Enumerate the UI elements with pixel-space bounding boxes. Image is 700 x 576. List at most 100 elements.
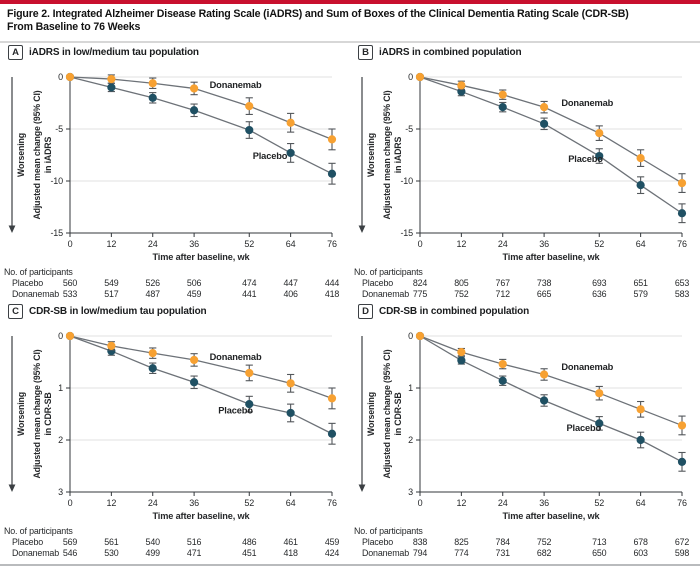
worsening-arrowhead [358,225,366,233]
x-tick-label: 52 [244,498,254,508]
bottom-rule [0,564,700,566]
y-tick-label: -5 [405,124,413,134]
data-point-donanemab [595,129,604,138]
y-axis-title-line1: Adjusted mean change (95% CI) [382,349,392,478]
panel-a-title: iADRS in low/medium tau population [29,46,199,58]
participants-value: 838 [413,537,428,547]
participants-value: 533 [63,289,78,299]
data-point-donanemab [457,81,466,90]
participants-row-label: Donanemab [362,289,409,299]
worsening-arrowhead [8,225,16,233]
series-label-donanemab: Donanemab [561,98,613,108]
x-tick-label: 76 [677,498,687,508]
panel-b: B iADRS in combined population 0 -5 -10 -15… [352,44,698,301]
figure-title-line1: Figure 2. Integrated Alzheimer Disease R… [7,8,629,20]
participants-value: 451 [242,548,257,558]
series-label-placebo: Placebo [218,405,253,415]
panel-a-letter: A [8,44,23,60]
data-point-donanemab [190,84,199,93]
data-point-placebo [540,396,549,405]
x-tick-label: 36 [539,498,549,508]
data-point-donanemab [327,135,337,144]
data-point-donanemab [636,405,645,414]
series-label-donanemab: Donanemab [210,80,262,90]
worsening-label: Worsening [16,133,26,177]
data-point-placebo [107,83,116,92]
x-tick-label: 36 [539,239,549,249]
x-tick-label: 36 [189,239,199,249]
participants-value: 713 [592,537,607,547]
y-tick-label: 0 [58,72,63,82]
figure-title: Figure 2. Integrated Alzheimer Disease R… [7,8,695,34]
data-point-donanemab [286,379,295,388]
series-label-donanemab: Donanemab [561,362,613,372]
participants-value: 526 [146,278,161,288]
x-tick-label: 64 [286,239,296,249]
data-point-placebo [245,125,254,135]
chart-iadrs-low-medium-tau: 0 -5 -10 -15 0 12 24 36 52 64 76 Time after baselin… [4,72,340,299]
y-tick-label: 0 [408,72,413,82]
y-tick-label: -15 [50,228,63,238]
participants-value: 418 [283,548,298,558]
x-tick-label: 64 [286,498,296,508]
participants-value: 752 [537,537,552,547]
participants-value: 678 [633,537,648,547]
series-label-placebo: Placebo [253,151,288,161]
participants-row-label: Donanemab [12,289,59,299]
participants-row-label: Donanemab [12,548,59,558]
y-axis-title-line1: Adjusted mean change (95% CI) [382,90,392,219]
participants-value: 444 [325,278,340,288]
x-tick-label: 0 [68,498,73,508]
participants-value: 682 [537,548,552,558]
participants-row-label: Donanemab [362,548,409,558]
participants-value: 583 [675,289,690,299]
panel-a-header: A iADRS in low/medium tau population [8,44,348,60]
panel-b-letter: B [358,44,373,60]
participants-value: 447 [283,278,298,288]
participants-value: 636 [592,289,607,299]
data-point-donanemab [245,102,254,111]
x-tick-label: 52 [594,239,604,249]
data-point-donanemab [540,370,549,379]
y-tick-label: 0 [408,331,413,341]
participants-value: 461 [283,537,298,547]
participants-row-label: Placebo [12,278,43,288]
x-tick-label: 64 [636,498,646,508]
data-point-donanemab [677,178,687,188]
x-tick-label: 12 [457,239,467,249]
x-tick-label: 12 [457,498,467,508]
participants-row-label: Placebo [362,278,393,288]
participants-value: 418 [325,289,340,299]
participants-value: 712 [496,289,511,299]
series-label-placebo: Placebo [568,154,603,164]
x-axis-title: Time after baseline, wk [153,511,251,521]
data-point-placebo [148,364,157,373]
x-axis-title: Time after baseline, wk [153,252,251,262]
data-point-donanemab [540,103,549,112]
data-point-donanemab [595,389,604,398]
participants-value: 530 [104,548,119,558]
x-tick-label: 52 [244,239,254,249]
participants-value: 569 [63,537,78,547]
x-tick-label: 52 [594,498,604,508]
participants-value: 549 [104,278,119,288]
x-tick-label: 12 [107,498,117,508]
participants-value: 486 [242,537,257,547]
x-tick-label: 76 [327,239,337,249]
worsening-label: Worsening [16,392,26,436]
participants-value: 540 [146,537,161,547]
data-point-donanemab [677,421,687,430]
participants-heading: No. of participants [4,267,73,277]
participants-value: 752 [454,289,469,299]
x-tick-label: 24 [148,239,158,249]
participants-value: 598 [675,548,690,558]
data-point-donanemab [327,394,337,403]
panel-b-header: B iADRS in combined population [358,44,698,60]
chart-iadrs-combined: 0 -5 -10 -15 0 12 24 36 52 64 76 Time after baselin… [354,72,690,299]
data-point-donanemab [457,348,466,357]
data-point-placebo [148,93,157,102]
participants-heading: No. of participants [354,526,423,536]
data-point-donanemab [245,368,254,378]
